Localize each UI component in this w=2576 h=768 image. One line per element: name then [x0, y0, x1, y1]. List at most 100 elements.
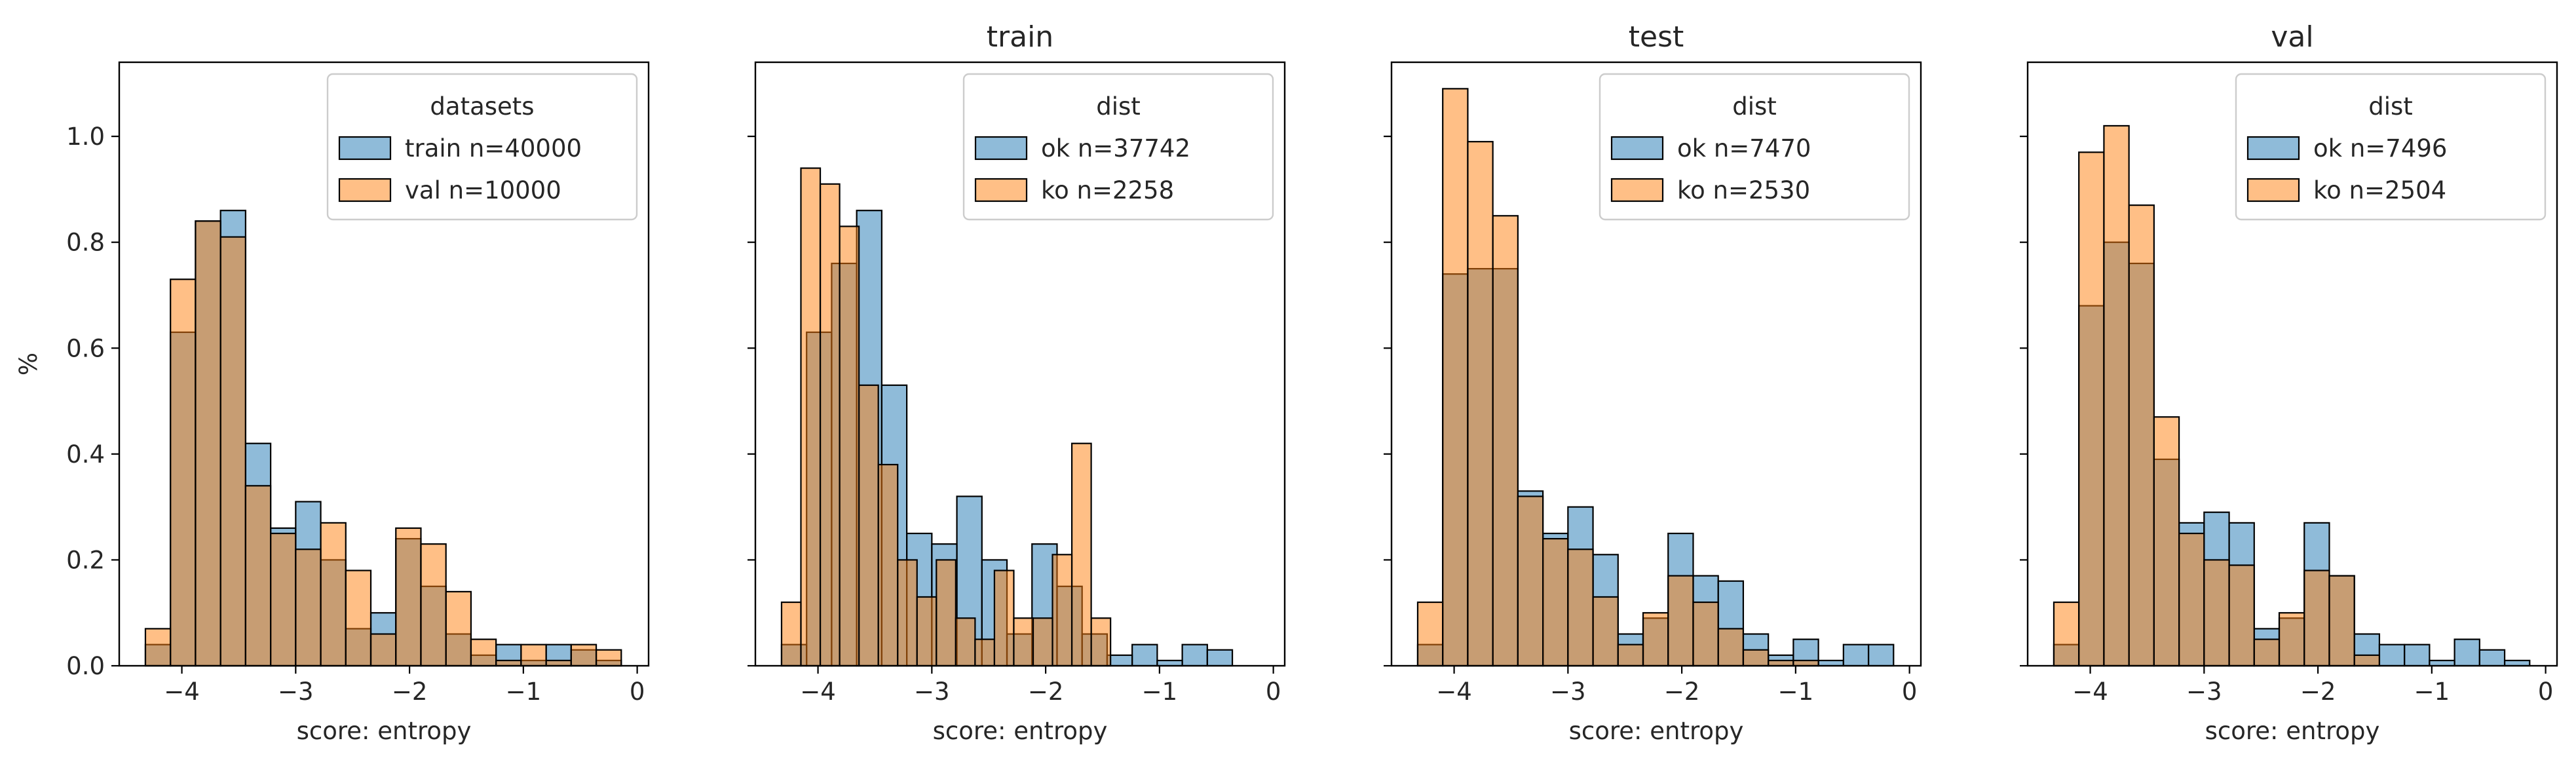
bar-orange-12 — [1692, 601, 1719, 667]
y-tick-label: 1.0 — [66, 123, 105, 151]
bar-blue-18 — [1842, 643, 1870, 667]
x-tick-label: −4 — [1436, 678, 1472, 706]
bar-orange-4 — [839, 225, 860, 667]
bar-orange-10 — [1642, 612, 1669, 667]
panel-title: val — [2271, 20, 2313, 54]
bar-orange-9 — [2253, 638, 2281, 667]
bar-orange-14 — [1742, 649, 1770, 667]
legend-swatch-orange — [2246, 178, 2300, 202]
axes-frame — [118, 61, 650, 667]
x-tick-label: −4 — [2072, 678, 2108, 706]
legend-swatch-orange — [1610, 178, 1664, 202]
x-tick-label: 0 — [2538, 678, 2554, 706]
x-tick-label: 0 — [630, 678, 645, 706]
x-tick-label: 0 — [1902, 678, 1918, 706]
legend-box — [2235, 73, 2547, 221]
x-tick-label: −2 — [392, 678, 428, 706]
legend-entry-label: ko n=2504 — [2313, 176, 2446, 204]
legend-swatch-blue — [1610, 136, 1664, 161]
y-tick-label: 0.8 — [66, 229, 105, 257]
bar-orange-8 — [916, 596, 938, 667]
bar-orange-15 — [1768, 659, 1794, 667]
panel-title: train — [987, 20, 1053, 54]
x-axis-label: score: entropy — [2205, 717, 2380, 745]
bar-orange-2 — [2078, 151, 2105, 667]
x-tick-label: −1 — [1778, 678, 1814, 706]
y-tick-label: 0.0 — [66, 652, 105, 680]
bar-orange-8 — [2228, 564, 2255, 667]
bar-orange-7 — [2203, 559, 2230, 667]
bar-orange-1 — [1416, 601, 1444, 667]
legend-box — [962, 73, 1274, 221]
axes-frame — [2026, 61, 2558, 667]
x-tick-label: −3 — [278, 678, 314, 706]
bar-orange-12 — [993, 569, 1015, 667]
legend-entry-label: train n=40000 — [405, 134, 582, 163]
legend-entry-label: ok n=7470 — [1677, 134, 1811, 163]
bar-blue-15 — [1131, 643, 1158, 667]
bar-orange-9 — [345, 569, 372, 667]
x-tick-label: −3 — [1550, 678, 1586, 706]
legend: datasets train n=40000 val n=10000 — [326, 73, 638, 221]
x-axis-label: score: entropy — [297, 717, 472, 745]
bar-orange-3 — [1467, 141, 1494, 667]
legend-box — [1599, 73, 1910, 221]
x-tick-label: −3 — [914, 678, 950, 706]
legend-entry-label: ko n=2258 — [1041, 176, 1174, 204]
x-tick-label: −2 — [1664, 678, 1700, 706]
legend-title: datasets — [430, 92, 534, 121]
bar-orange-10 — [955, 617, 976, 667]
bar-blue-18 — [1206, 649, 1234, 667]
bar-orange-5 — [1517, 495, 1544, 667]
bar-blue-16 — [2429, 659, 2455, 667]
bar-orange-18 — [570, 643, 597, 667]
legend-swatch-orange — [974, 178, 1028, 202]
legend-entry-label: ok n=7496 — [2313, 134, 2447, 163]
bar-orange-1 — [144, 628, 172, 667]
bar-orange-9 — [1617, 643, 1644, 667]
legend-entry-label: val n=10000 — [405, 176, 561, 204]
bar-orange-3 — [195, 220, 221, 667]
bar-orange-6 — [2178, 532, 2205, 667]
bar-orange-16 — [1070, 442, 1092, 667]
bar-orange-2 — [170, 278, 197, 667]
bar-orange-16 — [1792, 659, 1819, 667]
legend: dist ok n=37742 ko n=2258 — [962, 73, 1274, 221]
x-tick-label: −2 — [2300, 678, 2336, 706]
bar-orange-3 — [819, 183, 841, 667]
histogram-panel-4: −4 −3 −2 −1 0 score: entropy val dist ok n=7496 k… — [2020, 20, 2558, 745]
bar-blue-14 — [2378, 643, 2406, 667]
bar-orange-8 — [1592, 596, 1619, 667]
legend: dist ok n=7470 ko n=2530 — [1599, 73, 1910, 221]
legend-title: dist — [2368, 92, 2413, 121]
bar-blue-19 — [1867, 643, 1895, 667]
bar-orange-13 — [1013, 617, 1034, 667]
legend-swatch-blue — [2246, 136, 2300, 161]
legend-entry-label: ko n=2530 — [1677, 176, 1810, 204]
x-tick-label: −1 — [2414, 678, 2450, 706]
bar-orange-5 — [2153, 416, 2180, 667]
bar-orange-11 — [1667, 575, 1694, 667]
x-tick-label: −3 — [2186, 678, 2222, 706]
bar-orange-4 — [2128, 204, 2155, 667]
legend-swatch-blue — [338, 136, 392, 161]
legend-entry-label: ok n=37742 — [1041, 134, 1190, 163]
legend-title: dist — [1732, 92, 1777, 121]
x-axis-label: score: entropy — [933, 717, 1108, 745]
bar-orange-3 — [2103, 125, 2130, 667]
bar-orange-12 — [2328, 575, 2355, 667]
bar-orange-12 — [420, 543, 447, 667]
x-axis-label: score: entropy — [1569, 717, 1744, 745]
bar-blue-17 — [2453, 638, 2480, 667]
bar-orange-7 — [1567, 548, 1594, 667]
bar-orange-13 — [445, 590, 472, 667]
bar-orange-15 — [1051, 554, 1073, 667]
bar-blue-16 — [1156, 659, 1183, 667]
legend-swatch-orange — [338, 178, 392, 202]
bar-orange-14 — [470, 638, 497, 667]
y-tick-label: 0.6 — [66, 334, 105, 362]
bar-orange-17 — [545, 659, 572, 667]
axes-frame — [754, 61, 1286, 667]
bar-orange-8 — [320, 522, 347, 667]
